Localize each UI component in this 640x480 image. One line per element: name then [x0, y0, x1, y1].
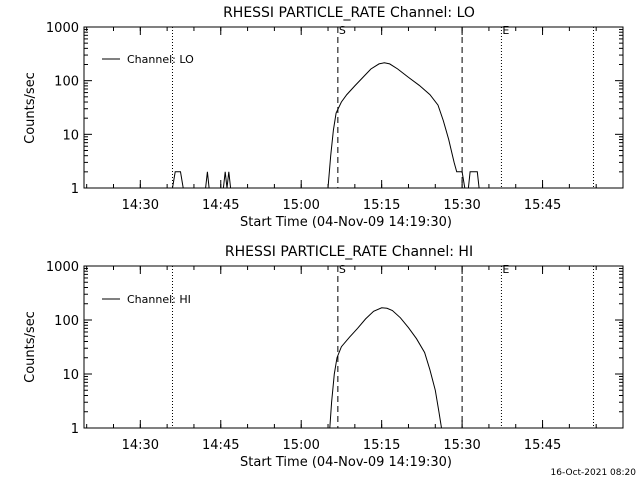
time-marker-label-hi: S — [339, 263, 346, 276]
legend-label-hi: Channel: HI — [127, 293, 191, 306]
legend-label-lo: Channel: LO — [127, 53, 194, 66]
y-tick-label-lo: 10 — [62, 128, 79, 143]
time-marker-label-lo: S — [339, 24, 346, 37]
x-axis-label-hi: Start Time (04-Nov-09 14:19:30) — [240, 455, 452, 470]
y-axis-label-lo: Counts/sec — [23, 72, 38, 144]
chart-title-hi: RHESSI PARTICLE_RATE Channel: HI — [225, 244, 473, 260]
axis-ticks-hi: 14:30 14:45 15:00 15:15 15:30 15:45 1 10 100 1000 — [46, 260, 624, 453]
x-tick-label-hi: 14:45 — [202, 438, 239, 453]
y-tick-label-hi: 10 — [62, 368, 79, 383]
generation-timestamp: 16-Oct-2021 08:20 — [551, 468, 637, 478]
x-tick-label-lo: 15:45 — [524, 198, 561, 213]
axis-ticks-lo: 14:30 14:45 15:00 15:15 15:30 15:45 1 10 100 1000 — [46, 21, 624, 213]
x-tick-label-lo: 15:15 — [363, 198, 400, 213]
x-tick-label-lo: 15:30 — [443, 198, 480, 213]
x-tick-label-lo: 14:45 — [202, 198, 239, 213]
plot-frame-hi — [83, 265, 624, 429]
panel-hi: RHESSI PARTICLE_RATE Channel: HI Start T… — [23, 244, 624, 470]
series-line-lo — [172, 62, 483, 189]
y-tick-label-hi: 1000 — [46, 260, 79, 275]
time-marker-label-lo: E — [502, 24, 509, 37]
x-tick-label-hi: 14:30 — [122, 438, 159, 453]
plot-frame-lo — [83, 26, 624, 189]
time-marker-label-hi: E — [502, 263, 509, 276]
y-tick-label-lo: 100 — [54, 75, 79, 90]
legend-lo: Channel: LO — [102, 53, 194, 66]
y-tick-label-hi: 1 — [71, 422, 79, 437]
y-tick-label-lo: 1 — [71, 182, 79, 197]
y-tick-label-hi: 100 — [54, 314, 79, 329]
y-tick-label-lo: 1000 — [46, 21, 79, 36]
x-tick-label-lo: 14:30 — [122, 198, 159, 213]
legend-hi: Channel: HI — [102, 293, 191, 306]
x-tick-label-hi: 15:45 — [524, 438, 561, 453]
panel-lo: RHESSI PARTICLE_RATE Channel: LO Start T… — [23, 5, 624, 230]
series-line-hi — [329, 307, 442, 429]
chart-title-lo: RHESSI PARTICLE_RATE Channel: LO — [223, 5, 475, 21]
x-tick-label-lo: 15:00 — [282, 198, 319, 213]
x-axis-label-lo: Start Time (04-Nov-09 14:19:30) — [240, 215, 452, 230]
x-tick-label-hi: 15:00 — [282, 438, 319, 453]
series-lo — [172, 62, 483, 189]
y-axis-label-hi: Counts/sec — [23, 311, 38, 383]
x-tick-label-hi: 15:15 — [363, 438, 400, 453]
x-tick-label-hi: 15:30 — [443, 438, 480, 453]
series-hi — [329, 307, 442, 429]
